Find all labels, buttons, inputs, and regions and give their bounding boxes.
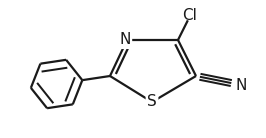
Text: S: S	[147, 95, 157, 109]
Text: Cl: Cl	[182, 8, 197, 23]
Text: N: N	[119, 33, 131, 47]
Text: N: N	[235, 78, 247, 92]
